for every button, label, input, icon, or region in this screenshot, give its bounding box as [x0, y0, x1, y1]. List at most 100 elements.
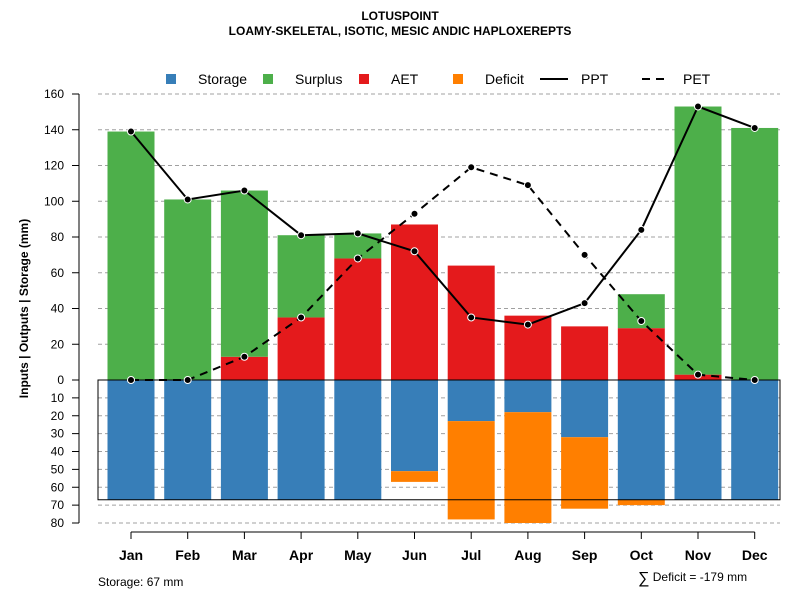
- chart-subtitle: LOAMY-SKELETAL, ISOTIC, MESIC ANDIC HAPL…: [228, 24, 572, 38]
- y-tick-label: 20: [51, 409, 65, 423]
- storage-bar: [220, 380, 268, 500]
- y-tick-label: 0: [57, 373, 64, 387]
- surplus-bar: [674, 106, 722, 375]
- legend-label: PPT: [581, 71, 609, 87]
- surplus-bar: [164, 199, 212, 380]
- y-axis-label: Inputs | Outputs | Storage (mm): [17, 219, 31, 398]
- legend-swatch: [166, 74, 176, 84]
- deficit-footnote: ∑ Deficit = -179 mm: [638, 570, 747, 588]
- ppt-point: [353, 229, 362, 238]
- ppt-point: [637, 225, 646, 234]
- storage-capacity-box: [97, 379, 781, 501]
- y-tick-label: 10: [51, 391, 65, 405]
- x-tick-label: Mar: [232, 547, 257, 563]
- y-tick-label: 100: [44, 194, 64, 208]
- pet-point: [353, 254, 362, 263]
- storage-bar: [504, 380, 552, 413]
- legend-label: Deficit: [485, 71, 524, 87]
- deficit-bar: [561, 437, 609, 509]
- y-tick-label: 40: [51, 302, 65, 316]
- pet-point: [694, 370, 702, 379]
- storage-bar: [334, 380, 382, 500]
- deficit-bar: [504, 412, 552, 523]
- legend-label: AET: [391, 71, 419, 87]
- legend-label: Surplus: [295, 71, 342, 87]
- deficit-footnote-text: Deficit = -179 mm: [652, 570, 748, 584]
- ppt-point: [750, 123, 759, 132]
- deficit-bar: [391, 471, 438, 482]
- deficit-bar: [617, 499, 665, 506]
- y-tick-label: 80: [51, 230, 65, 244]
- ppt-line: [130, 105, 756, 326]
- chart-title: LOTUSPOINT: [361, 9, 439, 23]
- storage-footnote: Storage: 67 mm: [98, 575, 184, 589]
- ppt-point: [467, 313, 476, 322]
- storage-bar: [617, 380, 665, 500]
- y-tick-label: 70: [51, 498, 65, 512]
- pet-point: [637, 317, 646, 326]
- x-tick-label: Apr: [289, 547, 314, 563]
- y-tick-label: 160: [44, 87, 64, 101]
- sum-symbol: ∑: [638, 570, 650, 587]
- x-tick-label: Feb: [175, 547, 200, 563]
- x-tick-label: Oct: [630, 547, 654, 563]
- legend-swatch: [263, 74, 273, 84]
- storage-bar: [447, 380, 495, 422]
- pet-point: [240, 352, 249, 361]
- x-tick-label: Dec: [742, 547, 768, 563]
- pet-point: [467, 163, 476, 172]
- y-tick-label: 60: [51, 480, 65, 494]
- storage-bar: [107, 380, 155, 500]
- storage-bar: [561, 380, 609, 438]
- surplus-bar: [277, 235, 325, 318]
- pet-point: [297, 313, 306, 322]
- deficit-bar: [447, 421, 495, 520]
- storage-bar: [391, 380, 438, 472]
- storage-bar: [164, 380, 212, 500]
- y-tick-label: 50: [51, 462, 65, 476]
- storage-bar: [674, 380, 722, 500]
- legend-label: PET: [683, 71, 711, 87]
- y-tick-label: 20: [51, 337, 65, 351]
- aet-bar: [447, 265, 495, 380]
- pet-point: [750, 376, 759, 384]
- storage-bar: [731, 380, 779, 500]
- ppt-point: [410, 247, 419, 256]
- aet-bar: [334, 258, 382, 380]
- x-tick-label: Jul: [461, 547, 481, 563]
- x-tick-label: Aug: [514, 547, 541, 563]
- y-tick-label: 30: [51, 427, 65, 441]
- surplus-bar: [220, 190, 268, 357]
- y-tick-label: 40: [51, 445, 65, 459]
- legend-label: Storage: [198, 71, 247, 87]
- x-tick-label: May: [344, 547, 371, 563]
- aet-bar: [561, 326, 609, 380]
- ppt-point: [297, 231, 306, 240]
- pet-point: [127, 376, 135, 384]
- x-tick-label: Nov: [685, 547, 712, 563]
- legend-swatch: [453, 74, 463, 84]
- x-tick-label: Sep: [572, 547, 598, 563]
- pet-line: [131, 166, 755, 381]
- ppt-point: [523, 320, 532, 329]
- pet-point: [410, 209, 419, 218]
- storage-bar: [277, 380, 325, 500]
- surplus-bar: [107, 131, 155, 380]
- pet-point: [580, 250, 589, 259]
- x-tick-label: Jan: [119, 547, 143, 563]
- pet-point: [523, 181, 532, 190]
- y-tick-label: 140: [44, 123, 64, 137]
- ppt-point: [580, 299, 589, 308]
- ppt-point: [240, 186, 249, 195]
- ppt-point: [127, 127, 135, 136]
- x-tick-label: Jun: [402, 547, 427, 563]
- legend-swatch: [359, 74, 369, 84]
- surplus-bar: [731, 127, 779, 381]
- ppt-point: [694, 102, 702, 111]
- y-tick-label: 80: [51, 516, 65, 530]
- y-tick-label: 60: [51, 266, 65, 280]
- y-tick-label: 120: [44, 159, 64, 173]
- ppt-point: [183, 195, 192, 204]
- aet-bar: [277, 317, 325, 380]
